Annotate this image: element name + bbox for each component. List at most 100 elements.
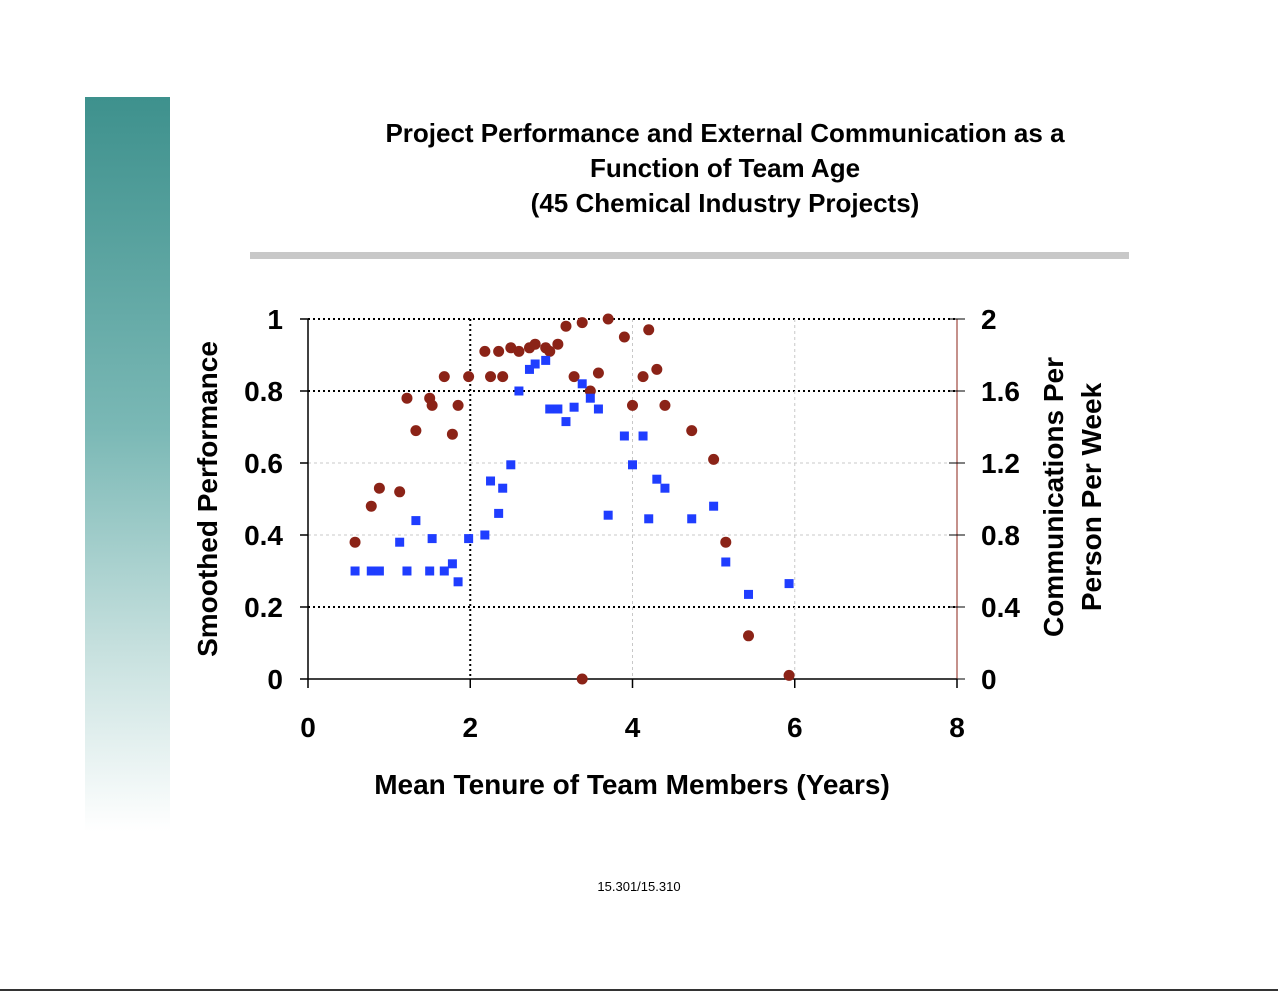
- y2-tick-label: 0.4: [981, 592, 1020, 623]
- performance-point: [446, 428, 458, 440]
- performance-point: [651, 363, 663, 375]
- performance-point: [497, 371, 509, 383]
- footer-course-number: 15.301/15.310: [597, 879, 681, 894]
- communication-point: [644, 514, 654, 524]
- performance-point: [708, 453, 720, 465]
- communication-point: [494, 508, 504, 518]
- communication-point: [660, 483, 670, 493]
- communication-point: [744, 589, 754, 599]
- y2-tick-label: 0: [981, 664, 997, 695]
- performance-point: [637, 371, 649, 383]
- communication-point: [585, 393, 595, 403]
- x-tick-label: 2: [462, 712, 478, 743]
- communication-point: [638, 431, 648, 441]
- performance-point: [720, 536, 732, 548]
- communication-point: [374, 566, 384, 576]
- communication-point: [530, 359, 540, 369]
- chart-title-line-3: (45 Chemical Industry Projects): [530, 188, 920, 218]
- performance-point: [686, 425, 698, 437]
- performance-point: [485, 371, 497, 383]
- communication-point: [709, 501, 719, 511]
- y2-tick-label: 0.8: [981, 520, 1020, 551]
- y2-tick-label: 2: [981, 304, 997, 335]
- communication-point: [569, 402, 579, 412]
- communication-point: [486, 476, 496, 486]
- y2-tick-label: 1.2: [981, 448, 1020, 479]
- communication-point: [784, 579, 794, 589]
- bottom-border: [0, 989, 1278, 991]
- communication-point: [553, 404, 563, 414]
- performance-point: [576, 673, 588, 685]
- communication-point: [687, 514, 697, 524]
- performance-point: [349, 536, 361, 548]
- performance-point: [394, 486, 406, 498]
- performance-point: [602, 313, 614, 325]
- performance-point: [659, 399, 671, 411]
- communication-point: [524, 364, 534, 374]
- performance-point: [743, 630, 755, 642]
- communication-point: [577, 379, 587, 389]
- communication-point: [652, 474, 662, 484]
- performance-point: [426, 399, 438, 411]
- y2-axis-title-line-1: Communications Per: [1038, 357, 1069, 637]
- performance-point: [544, 345, 556, 357]
- performance-point: [592, 367, 604, 379]
- y-tick-label: 0.6: [244, 448, 283, 479]
- title-divider: [250, 252, 1129, 259]
- performance-point: [627, 399, 638, 411]
- performance-point: [365, 500, 377, 512]
- y2-tick-label: 1.6: [981, 376, 1020, 407]
- chart-title-line-2: Function of Team Age: [589, 153, 861, 183]
- communication-point: [464, 534, 474, 544]
- communication-point: [427, 534, 437, 544]
- performance-point: [401, 392, 413, 404]
- performance-point: [576, 317, 588, 329]
- performance-point: [783, 669, 795, 681]
- performance-point: [452, 399, 464, 411]
- y-tick-label: 0.4: [244, 520, 283, 551]
- performance-point: [529, 338, 541, 350]
- communication-point: [447, 559, 457, 569]
- communication-point: [541, 355, 551, 365]
- communication-point: [545, 404, 555, 414]
- performance-point: [373, 482, 385, 494]
- performance-point: [479, 345, 491, 357]
- performance-point: [643, 324, 655, 336]
- chart-title: Project Performance and External Communi…: [300, 116, 1150, 221]
- x-tick-label: 0: [300, 712, 316, 743]
- communication-point: [439, 566, 449, 576]
- performance-point: [618, 331, 630, 343]
- y2-axis-title-line-2: Person Per Week: [1076, 382, 1107, 611]
- performance-point: [513, 345, 525, 357]
- side-accent-bar: [85, 97, 170, 832]
- performance-point: [552, 338, 564, 350]
- communication-point: [561, 417, 571, 427]
- y-axis-title: Smoothed Performance: [192, 341, 223, 657]
- chart-title-line-1: Project Performance and External Communi…: [385, 118, 1065, 148]
- communication-point: [506, 460, 516, 470]
- communication-point: [411, 516, 421, 526]
- communication-point: [453, 577, 463, 587]
- x-tick-label: 6: [787, 712, 803, 743]
- communication-point: [350, 566, 360, 576]
- communication-point: [603, 510, 613, 520]
- communication-point: [366, 566, 376, 576]
- communication-point: [619, 431, 629, 441]
- communication-point: [593, 404, 603, 414]
- communication-point: [480, 530, 490, 540]
- communication-point: [425, 566, 435, 576]
- x-axis-title: Mean Tenure of Team Members (Years): [374, 769, 890, 800]
- y-tick-label: 0: [267, 664, 283, 695]
- performance-point: [410, 425, 422, 437]
- performance-point: [463, 371, 475, 383]
- communication-point: [395, 537, 405, 547]
- x-tick-label: 8: [949, 712, 965, 743]
- x-tick-label: 4: [625, 712, 641, 743]
- communication-point: [498, 483, 508, 493]
- performance-point: [438, 371, 450, 383]
- performance-point: [493, 345, 505, 357]
- communication-point: [628, 460, 637, 470]
- performance-point: [568, 371, 580, 383]
- communication-point: [721, 557, 731, 567]
